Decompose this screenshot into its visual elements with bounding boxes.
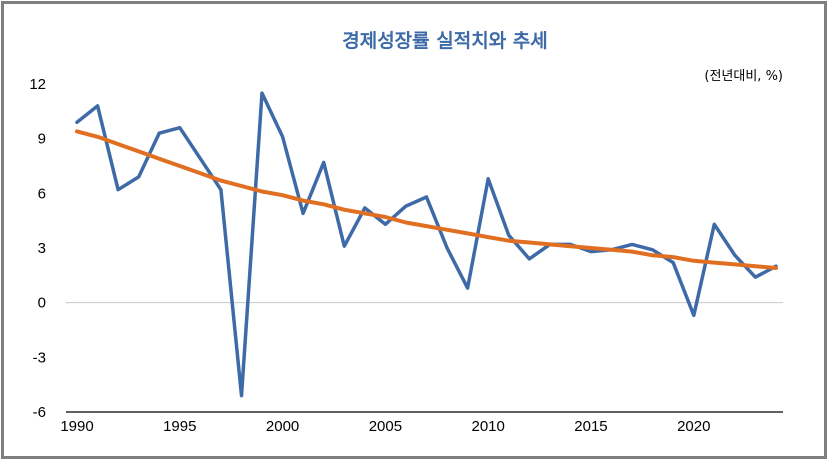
unit-note: (전년대비, %) — [704, 69, 783, 84]
y-axis-tick-labels: -6 -3 0 3 6 9 12 — [29, 76, 46, 421]
x-tick-label: 1995 — [163, 418, 196, 435]
x-tick-label: 2020 — [677, 418, 710, 435]
y-tick-label: 12 — [29, 76, 46, 93]
series-layer — [75, 91, 778, 398]
chart-title: 경제성장률 실적치와 추세 — [342, 30, 548, 52]
y-tick-label: 6 — [38, 185, 46, 202]
y-tick-label: 0 — [38, 295, 46, 312]
x-axis-tick-labels: 1990 1995 2000 2005 2010 2015 2020 — [60, 418, 710, 435]
y-tick-label: -3 — [33, 349, 46, 366]
trend-series-line — [75, 129, 778, 270]
x-tick-label: 2000 — [266, 418, 299, 435]
x-tick-label: 2005 — [369, 418, 402, 435]
y-tick-label: -6 — [33, 404, 46, 421]
x-tick-label: 1990 — [60, 418, 93, 435]
x-tick-label: 2010 — [471, 418, 504, 435]
actual-series-line — [75, 91, 778, 398]
y-tick-label: 9 — [38, 131, 46, 148]
x-tick-label: 2015 — [574, 418, 607, 435]
y-tick-label: 3 — [38, 240, 46, 257]
